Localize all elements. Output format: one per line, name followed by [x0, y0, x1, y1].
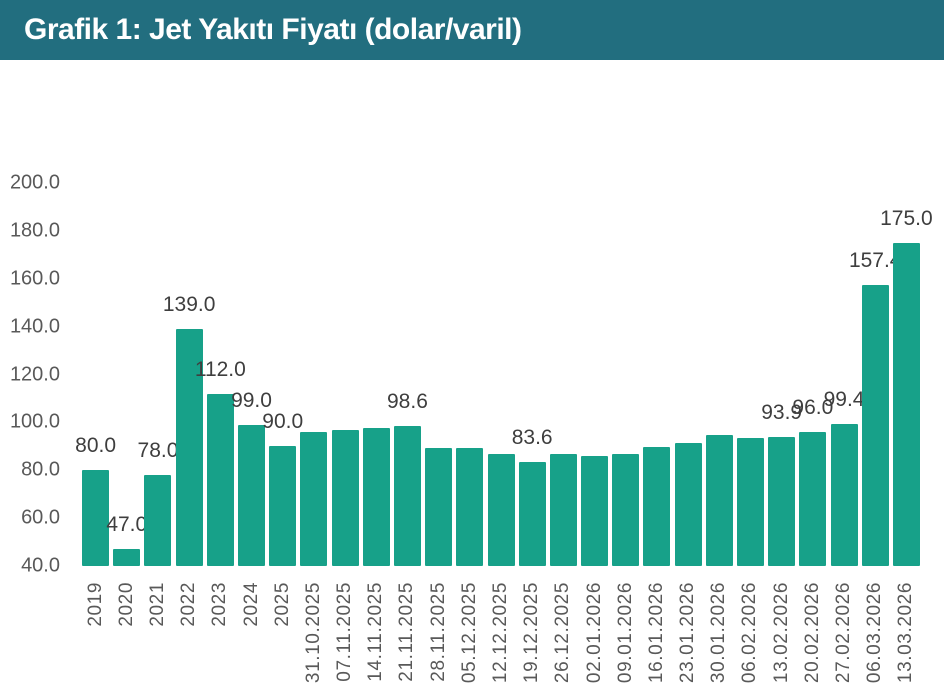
- data-label: 80.0: [75, 434, 117, 458]
- bar-2024: [238, 424, 266, 566]
- data-label: 157.4: [848, 248, 902, 272]
- y-tick-label: 100.0: [9, 410, 60, 433]
- data-label: 112.0: [194, 357, 246, 381]
- bar-13.03.2026: [892, 242, 920, 566]
- x-tick-label: 19.12.2025: [521, 582, 543, 684]
- bar-20.02.2026: [799, 431, 827, 566]
- x-tick-label: 06.03.2026: [864, 582, 886, 684]
- bar-06.02.2026: [736, 437, 764, 566]
- x-tick-label: 2020: [115, 582, 137, 627]
- data-label: 175.0: [880, 206, 933, 230]
- x-tick-label: 31.10.2025: [302, 582, 324, 684]
- bar-2023: [206, 393, 234, 566]
- x-tick-label: 05.12.2025: [458, 582, 480, 684]
- data-label: 83.6: [511, 425, 553, 449]
- y-tick-label: 80.0: [21, 458, 60, 481]
- data-label: 78.0: [137, 439, 179, 463]
- bar-06.03.2026: [861, 284, 889, 566]
- x-tick-label: 12.12.2025: [490, 582, 511, 684]
- bar-19.12.2025: [518, 461, 546, 566]
- data-label: 93.9: [761, 400, 803, 424]
- x-tick-label: 02.01.2026: [583, 582, 605, 684]
- bar-09.01.2026: [612, 454, 640, 566]
- chart-title-bar: Grafik 1: Jet Yakıtı Fiyatı (dolar/varil…: [0, 0, 944, 60]
- x-tick-label: 2021: [146, 582, 168, 627]
- bar-30.01.2026: [705, 434, 733, 566]
- x-tick-label: 06.02.2026: [739, 582, 761, 684]
- chart-title: Grafik 1: Jet Yakıtı Fiyatı (dolar/varil…: [24, 13, 522, 46]
- x-tick-label: 26.12.2025: [552, 582, 574, 684]
- x-tick-label: 2022: [178, 582, 200, 627]
- bar-07.11.2025: [331, 430, 359, 566]
- data-label: 99.4: [823, 387, 865, 411]
- bar-2019: [82, 470, 110, 566]
- y-tick-label: 200.0: [9, 171, 60, 194]
- x-tick-label: 13.03.2026: [895, 582, 917, 684]
- x-tick-label: 28.11.2025: [427, 582, 449, 682]
- x-tick-label: 27.02.2026: [833, 582, 855, 684]
- bar-27.02.2026: [830, 423, 858, 566]
- y-tick-label: 140.0: [9, 315, 60, 338]
- x-tick-label: 14.11.2025: [365, 582, 387, 682]
- x-tick-label: 16.01.2026: [645, 582, 667, 684]
- bar-26.12.2025: [549, 453, 577, 566]
- x-tick-label: 20.02.2026: [801, 582, 823, 684]
- data-label: 90.0: [262, 410, 304, 434]
- bar-2020: [113, 549, 141, 566]
- bar-16.01.2026: [643, 447, 671, 566]
- bar-13.02.2026: [768, 436, 796, 566]
- bar-05.12.2025: [456, 448, 484, 566]
- x-tick-label: 2024: [240, 582, 262, 627]
- bar-14.11.2025: [362, 428, 390, 566]
- x-tick-label: 23.01.2026: [677, 582, 699, 684]
- y-tick-label: 120.0: [9, 363, 60, 386]
- bar-2022: [175, 329, 203, 566]
- x-tick-label: 30.01.2026: [708, 582, 730, 684]
- y-tick-label: 40.0: [21, 554, 60, 577]
- x-tick-label: 21.11.2025: [396, 582, 418, 682]
- bar-31.10.2025: [300, 431, 328, 566]
- y-tick-label: 160.0: [9, 267, 60, 290]
- data-label: 98.6: [387, 389, 428, 413]
- bar-02.01.2026: [581, 455, 609, 566]
- x-tick-label: 2025: [271, 582, 293, 627]
- bar-12.12.2025: [487, 453, 515, 566]
- x-tick-label: 2023: [209, 582, 231, 627]
- x-tick-label: 07.11.2025: [334, 582, 356, 682]
- data-label: 99.0: [231, 388, 272, 412]
- x-tick-label: 09.01.2026: [614, 582, 636, 684]
- x-tick-label: 13.02.2026: [770, 582, 792, 684]
- bar-28.11.2025: [425, 447, 453, 566]
- bar-23.01.2026: [674, 443, 702, 566]
- x-tick-label: 2019: [84, 582, 106, 627]
- data-label: 47.0: [106, 513, 148, 537]
- data-label: 139.0: [162, 293, 216, 317]
- y-tick-label: 60.0: [21, 506, 60, 529]
- y-tick-label: 180.0: [9, 219, 60, 242]
- bar-2021: [144, 475, 172, 566]
- bar-21.11.2025: [393, 425, 421, 566]
- data-label: 96.0: [792, 395, 834, 419]
- bar-2025: [269, 446, 297, 566]
